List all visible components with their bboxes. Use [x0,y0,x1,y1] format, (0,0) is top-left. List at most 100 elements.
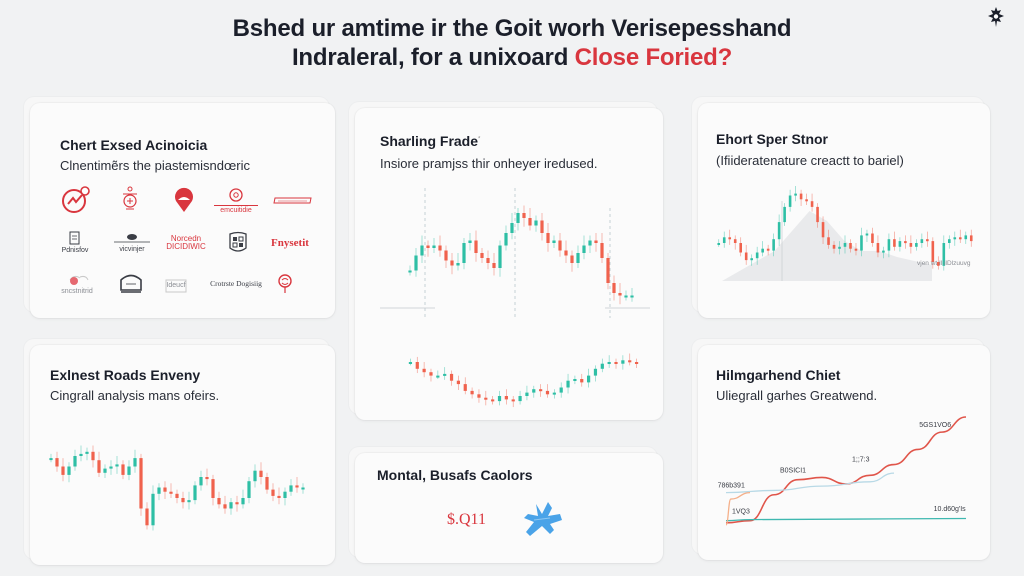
candle [247,477,251,504]
series-line-teal [725,517,967,522]
candle [157,483,161,501]
candle [570,250,574,272]
logo-item[interactable] [220,225,256,261]
candle [462,238,466,270]
candle [898,237,902,252]
logo-item[interactable]: sncstnitrid [50,267,104,301]
headline-line-1: Bshed ur amtime ir the Goit worh Verisep… [232,15,792,42]
logo-item[interactable]: Pdnisfov [52,225,98,261]
logo-item[interactable]: emcuitidie [212,183,260,219]
headline-line-2: Indraleral, for a unixoard Close Foried? [0,43,1024,72]
title-mark: * [478,136,481,143]
candle [414,248,418,277]
candle [606,253,610,290]
candle [498,240,502,277]
candle [821,216,825,244]
logos-card-title: Chert Exsed Acinoicia [60,137,208,153]
logo-item[interactable] [114,267,148,301]
candle [295,477,299,493]
candle [109,460,113,475]
candle [552,235,556,248]
candle [432,238,436,253]
price-label: $.Q11 [447,511,486,528]
candle [444,245,448,268]
logo-label: Norcedn DICIDIWIC [166,234,206,251]
candle [408,358,413,366]
candle [429,368,433,382]
short-spread-subtitle: (Ifiideratenature creactt to bariel) [716,153,904,168]
candle [777,214,781,246]
logo-grid: emcuitidie Pdnisfov vicvinjer Norcedn DI… [48,183,318,303]
candle [958,229,962,243]
candle [628,353,632,366]
candle [728,229,732,245]
candle [893,231,896,251]
candle [223,495,227,514]
series-line-red [725,416,967,524]
candle [607,355,611,368]
candle [799,189,803,206]
cloud-icon [114,234,150,243]
exnest-title: Exlnest Roads Enveny [50,367,201,383]
candle [151,485,155,531]
candle [504,389,508,405]
candle [593,365,598,382]
logo-item[interactable] [268,185,318,215]
candle [871,227,874,247]
logo-item[interactable] [166,183,202,217]
candle [61,458,65,482]
candle [931,237,935,269]
candle [420,235,424,263]
logo-item[interactable]: Ideucf [160,271,192,297]
candle [594,233,598,252]
logo-item[interactable]: vicvinjer [106,225,158,261]
candle [121,460,125,480]
document-icon [69,231,80,245]
candle [600,233,604,263]
candle [55,451,59,472]
candle [969,229,973,247]
logo-item[interactable] [110,183,150,217]
trend-chart: 5GS1VO6 1;;7:3 B0SICI1 786b391 1VQ3 10.d60g'I… [718,416,967,526]
candle [920,233,924,248]
candle [582,235,586,260]
candle [947,235,951,249]
logo-item[interactable]: Crotrste Dogisiig [202,275,270,293]
candle [937,256,940,270]
logo-label: Ideucf [166,282,186,289]
candle [832,241,836,254]
candle [849,239,852,253]
candle [744,244,748,265]
candle [484,390,488,406]
candle [566,373,570,394]
candle [788,189,792,212]
candle [942,235,946,271]
blue-splash-icon [524,502,562,536]
candle [573,375,577,385]
candle [750,254,753,266]
logo-item[interactable]: Norcedn DICIDIWIC [160,229,212,257]
candle [127,460,131,481]
candle [516,208,520,231]
sharing-frade-chart [380,188,650,408]
logo-item[interactable] [274,269,296,299]
candle [540,213,544,241]
candle [443,367,447,380]
candle [843,235,847,254]
candle [504,225,508,251]
candle [624,290,628,301]
candle [528,208,532,231]
candle [193,481,197,505]
seal-icon [278,274,292,293]
candle [546,223,550,252]
candle [205,468,209,486]
candle [408,265,412,276]
candle [882,246,885,259]
logo-item[interactable]: Fnysetit [262,231,318,255]
candle [211,474,215,506]
logo-item[interactable] [56,183,96,217]
candle [559,382,563,398]
settings-badge-icon[interactable] [986,6,1006,28]
candle [85,447,89,461]
candle [865,229,869,243]
